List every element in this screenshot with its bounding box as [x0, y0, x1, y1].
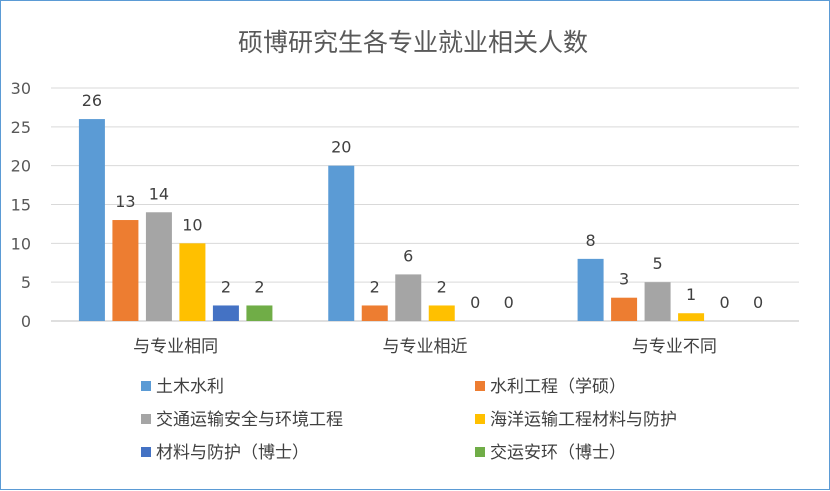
bar: [361, 305, 388, 321]
data-label: 26: [82, 91, 102, 110]
bar: [577, 258, 604, 321]
bar: [328, 165, 355, 321]
data-label: 2: [437, 277, 447, 296]
data-label: 0: [719, 293, 729, 312]
data-label: 5: [652, 254, 662, 273]
legend-swatch: [475, 447, 485, 457]
data-label: 0: [470, 293, 480, 312]
data-label: 20: [331, 138, 351, 157]
data-label: 2: [370, 277, 380, 296]
bar: [428, 305, 455, 321]
bar: [78, 119, 105, 321]
category-label: 与专业相近: [383, 337, 468, 357]
bar: [179, 243, 206, 321]
bar: [246, 305, 273, 321]
legend-swatch: [141, 381, 151, 391]
data-label: 13: [115, 192, 135, 211]
y-tick-label: 30: [11, 79, 31, 98]
bar: [212, 305, 239, 321]
data-label: 14: [149, 184, 169, 203]
legend-swatch: [475, 414, 485, 424]
data-label: 10: [182, 215, 202, 234]
chart-title: 硕博研究生各专业就业相关人数: [238, 28, 588, 57]
legend-label: 土木水利: [156, 377, 224, 397]
bar: [112, 220, 139, 321]
data-label: 2: [254, 277, 264, 296]
bar: [644, 282, 671, 321]
legend-label: 交运安环（博士）: [490, 443, 626, 463]
y-tick-label: 25: [11, 118, 31, 137]
y-tick-label: 10: [11, 234, 31, 253]
legend-label: 海洋运输工程材料与防护: [490, 410, 677, 430]
y-axis-ticks: 0 5 10 15 20 25 30: [11, 79, 31, 331]
legend-swatch: [141, 447, 151, 457]
data-label: 6: [403, 246, 413, 265]
x-axis-categories: 与专业相同 与专业相近 与专业不同: [133, 337, 717, 357]
legend-swatch: [475, 381, 485, 391]
data-label: 0: [753, 293, 763, 312]
category-label: 与专业相同: [133, 337, 218, 357]
data-label: 0: [504, 293, 514, 312]
data-label: 3: [619, 270, 629, 289]
legend-swatch: [141, 414, 151, 424]
data-label: 8: [585, 231, 595, 250]
legend-label: 材料与防护（博士）: [156, 443, 309, 463]
gridlines: [51, 87, 799, 322]
bar: [395, 274, 422, 321]
bars: [78, 119, 705, 321]
y-tick-label: 20: [11, 157, 31, 176]
data-label: 2: [221, 277, 231, 296]
bar: [611, 297, 638, 321]
y-tick-label: 15: [11, 196, 31, 215]
legend: 土木水利 水利工程（学硕） 交通运输安全与环境工程 海洋运输工程材料与防护材料与防护（…: [141, 377, 677, 463]
category-label: 与专业不同: [632, 337, 717, 357]
bar: [145, 212, 172, 321]
y-tick-label: 5: [21, 273, 31, 292]
bar: [678, 313, 705, 321]
legend-label: 水利工程（学硕）: [490, 377, 626, 397]
y-tick-label: 0: [21, 312, 31, 331]
legend-label: 交通运输安全与环境工程: [156, 410, 343, 430]
data-label: 1: [686, 285, 696, 304]
